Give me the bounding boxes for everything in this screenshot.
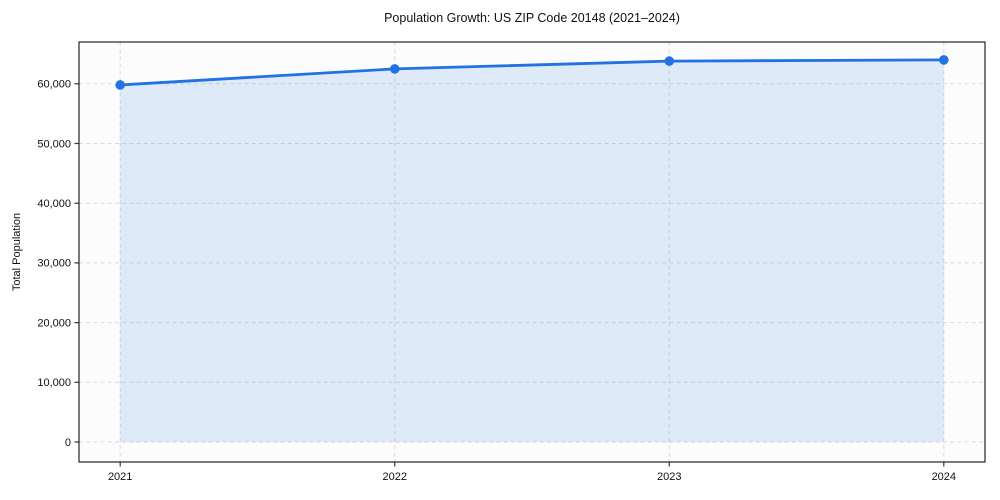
- axes-frame: [78, 41, 986, 463]
- y-tick-label: 10,000: [37, 377, 71, 389]
- plot-background: [79, 42, 985, 462]
- data-point-2023: [664, 56, 675, 66]
- y-tick-label: 20,000: [37, 317, 71, 329]
- x-tick-label: 2024: [932, 471, 956, 483]
- y-tick-label: 50,000: [37, 138, 71, 150]
- trend-line: [118, 58, 946, 87]
- y-tick-label: 0: [65, 437, 71, 449]
- data-point-2021: [115, 80, 125, 90]
- data-point-2024: [939, 55, 949, 65]
- chart-title: Population Growth: US ZIP Code 20148 (20…: [384, 11, 680, 25]
- area-fill: [120, 59, 944, 442]
- x-tick-label: 2022: [382, 471, 406, 483]
- y-tick-label: 40,000: [37, 198, 71, 210]
- x-tick-label: 2023: [657, 471, 681, 483]
- y-tick-label: 30,000: [37, 258, 71, 270]
- data-point-2022: [389, 64, 400, 74]
- x-tick-label: 2021: [108, 471, 132, 483]
- y-tick-label: 60,000: [37, 79, 71, 91]
- y-axis-label: Total Population: [11, 212, 23, 292]
